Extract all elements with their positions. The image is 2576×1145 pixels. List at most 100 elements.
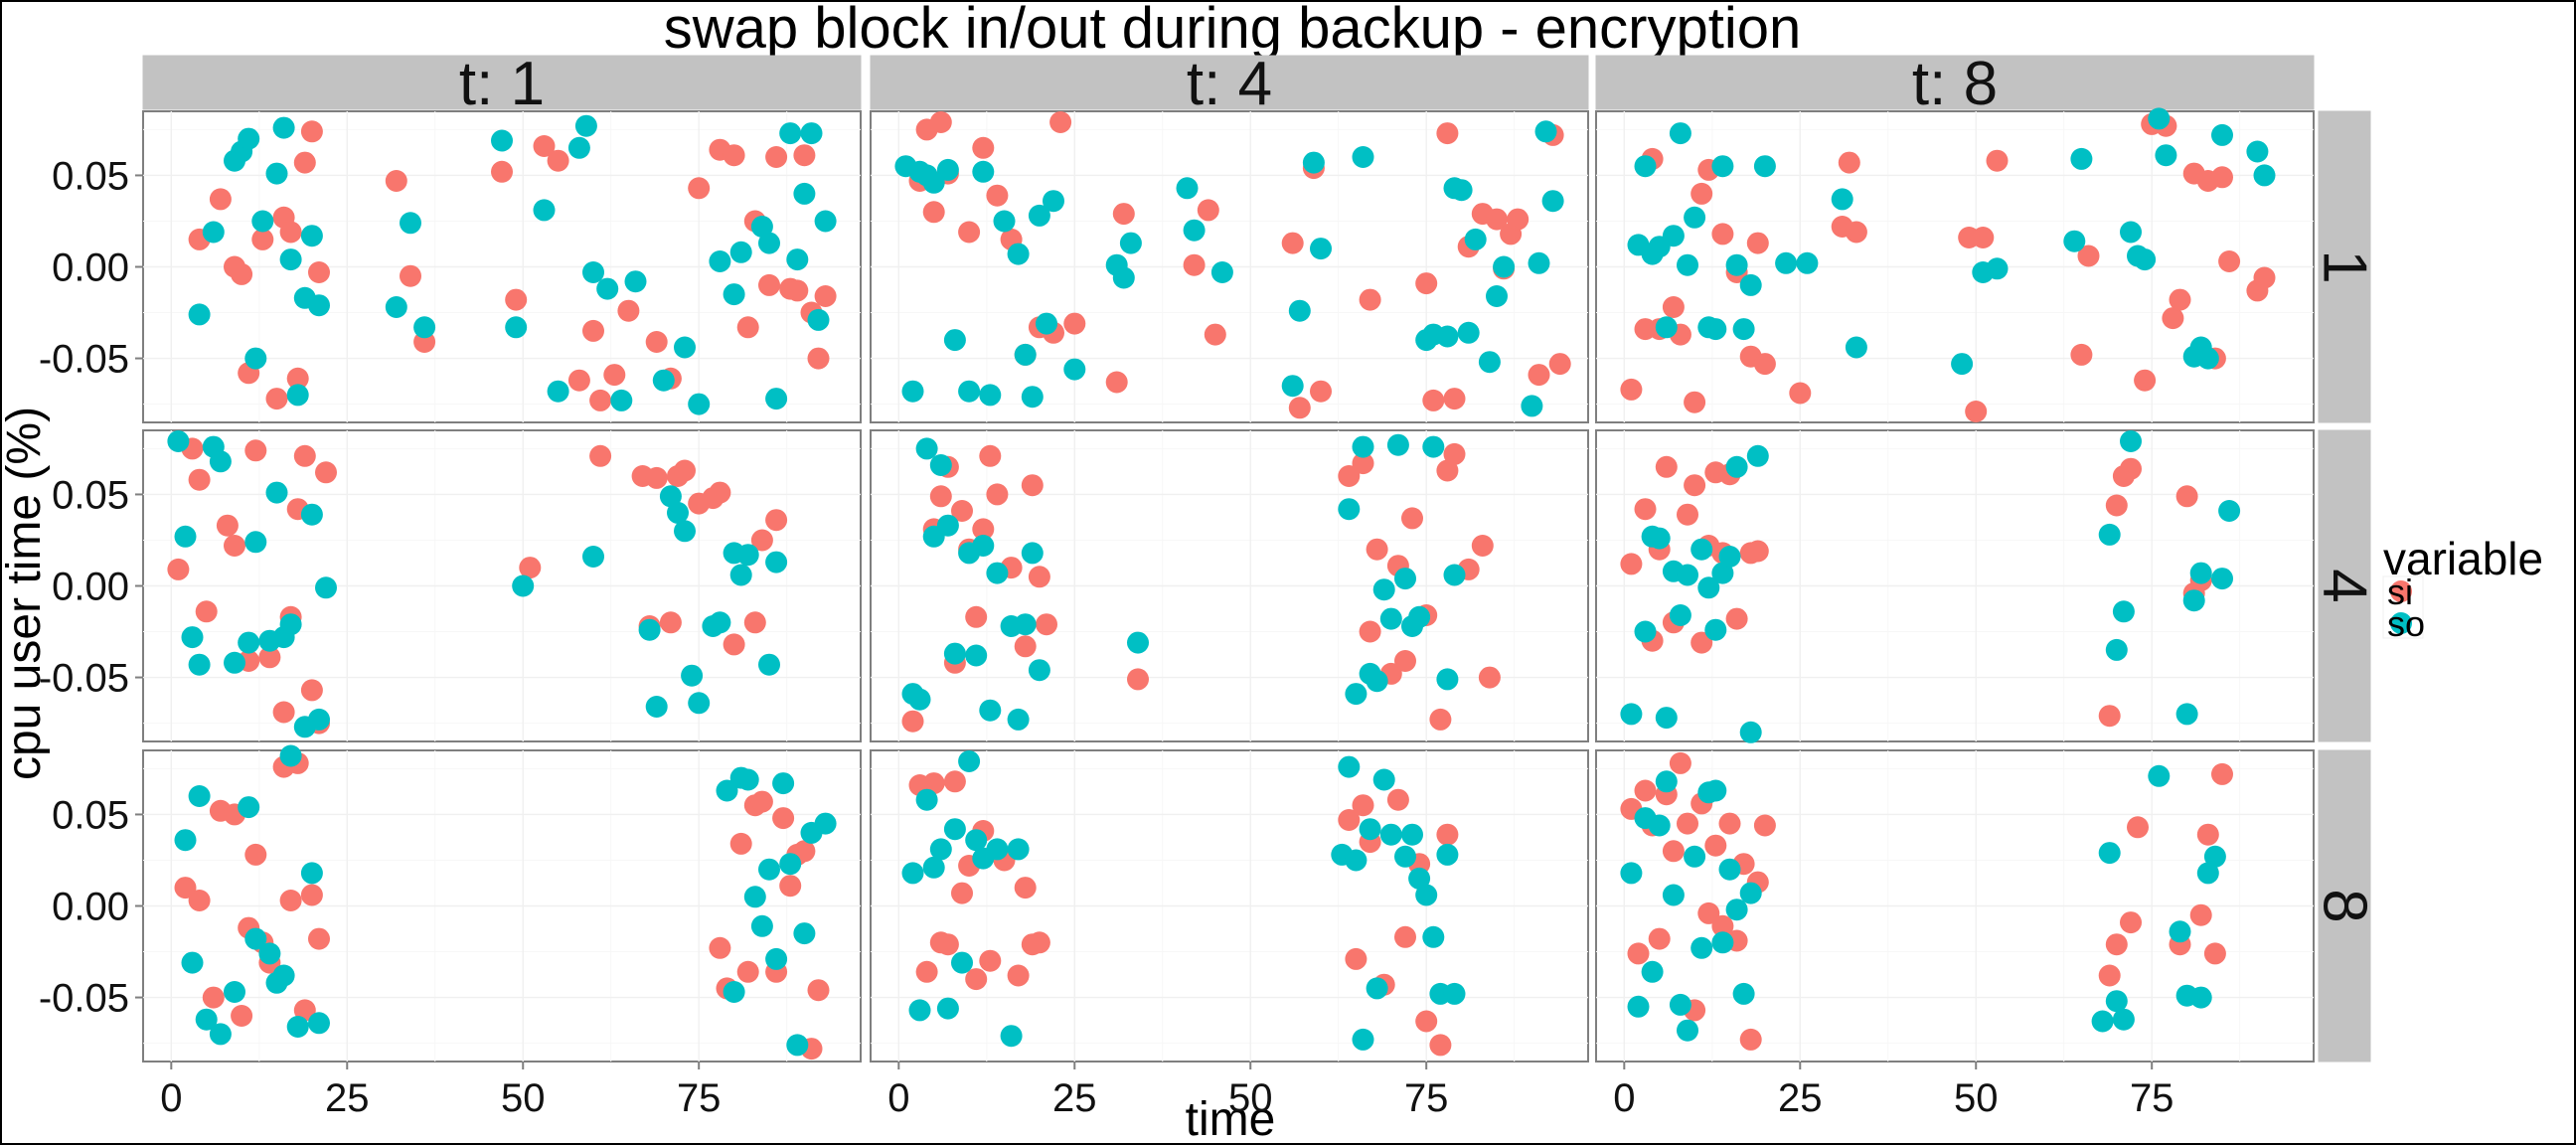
legend-label-so: so (2387, 603, 2425, 644)
data-point-so (1725, 455, 1748, 478)
data-point-si (793, 840, 816, 863)
data-point-si (2098, 964, 2121, 987)
data-point-so (596, 277, 619, 300)
data-point-si (1007, 964, 1030, 987)
data-point-si (1338, 465, 1361, 487)
data-point-si (617, 299, 640, 322)
data-point-si (293, 444, 316, 467)
data-point-so (779, 853, 802, 876)
data-point-so (244, 531, 267, 554)
data-point-si (1422, 389, 1445, 411)
data-point-so (2169, 920, 2191, 943)
data-point-so (1394, 845, 1416, 868)
data-point-so (279, 248, 302, 271)
data-point-so (279, 613, 302, 636)
data-point-so (491, 129, 513, 152)
data-point-so (582, 546, 604, 568)
data-point-so (915, 437, 938, 460)
data-point-so (624, 270, 647, 293)
data-point-si (1662, 840, 1685, 863)
data-point-si (1739, 1028, 1762, 1051)
data-point-so (1739, 273, 1762, 296)
data-point-si (1014, 877, 1037, 900)
data-point-so (1345, 849, 1368, 872)
data-point-so (188, 653, 211, 676)
data-point-si (174, 877, 197, 900)
column-strip-label: t: 8 (1912, 50, 1998, 118)
data-point-si (2105, 933, 2128, 956)
data-point-si (2120, 457, 2142, 480)
data-point-so (901, 862, 924, 885)
data-point-so (2203, 845, 2226, 868)
column-strip (1595, 55, 2315, 110)
data-point-si (1436, 459, 1459, 482)
data-point-so (793, 922, 816, 945)
data-point-si (1684, 474, 1706, 497)
x-tick-label: 25 (325, 1076, 370, 1120)
data-point-si (293, 151, 316, 174)
legend-si-marker (2390, 580, 2412, 602)
data-point-si (915, 960, 938, 983)
data-point-so (2148, 107, 2171, 130)
data-point-si (1838, 151, 1860, 174)
data-point-so (972, 535, 995, 557)
data-point-so (1436, 668, 1459, 691)
legend: variable si so (2382, 533, 2543, 644)
column-strip-label: t: 1 (459, 50, 545, 118)
data-point-so (244, 347, 267, 370)
data-point-si (2105, 494, 2128, 517)
data-point-so (181, 626, 204, 649)
data-point-so (286, 1016, 309, 1038)
data-point-so (567, 136, 590, 159)
data-point-so (936, 997, 959, 1020)
data-point-si (400, 264, 421, 287)
y-axis-title: cpu user time (%) (0, 407, 51, 780)
data-point-si (279, 890, 302, 911)
data-point-so (209, 450, 232, 473)
data-point-so (1443, 982, 1466, 1005)
data-point-si (279, 221, 302, 244)
data-point-so (272, 964, 295, 987)
row-strip (2318, 110, 2371, 423)
row-strip-label: 4 (2311, 569, 2379, 602)
data-point-si (1634, 498, 1657, 521)
data-point-so (265, 481, 288, 504)
data-point-si (1204, 323, 1226, 346)
facet-grid: t: 1 t: 4 t: 8 1 4 8 -0.05 0.00 0.05 -0.05 0.00 0.0… (39, 50, 2379, 1120)
data-point-si (224, 535, 245, 557)
y-tick-label: -0.05 (39, 977, 129, 1021)
data-point-so (1655, 770, 1678, 793)
data-point-si (1063, 312, 1086, 335)
data-point-so (2211, 568, 2233, 590)
data-point-so (750, 216, 773, 238)
x-tick-label: 25 (1778, 1076, 1823, 1120)
data-point-si (1669, 751, 1691, 774)
data-point-so (1210, 261, 1233, 283)
y-tick-label: 0.00 (52, 886, 129, 929)
data-point-si (659, 611, 682, 634)
data-point-si (1429, 1034, 1452, 1057)
data-point-so (308, 294, 330, 317)
data-point-so (574, 114, 597, 137)
data-point-so (1627, 995, 1650, 1018)
data-point-si (300, 884, 323, 906)
data-point-so (943, 818, 966, 841)
data-point-so (1684, 845, 1706, 868)
data-point-so (758, 858, 780, 881)
data-point-so (951, 951, 973, 974)
data-point-so (1007, 243, 1030, 265)
data-point-so (1732, 982, 1755, 1005)
data-point-so (716, 779, 738, 802)
data-point-si (216, 514, 239, 537)
data-point-so (979, 699, 1002, 722)
data-point-so (1119, 232, 1142, 254)
data-point-so (265, 162, 288, 185)
data-point-si (1443, 388, 1466, 410)
x-tick-label: 25 (1052, 1076, 1097, 1120)
data-point-si (244, 439, 267, 462)
data-point-si (1288, 397, 1311, 419)
data-point-so (286, 384, 309, 407)
data-point-so (2189, 562, 2212, 584)
data-point-so (279, 744, 302, 767)
data-point-so (800, 122, 823, 145)
